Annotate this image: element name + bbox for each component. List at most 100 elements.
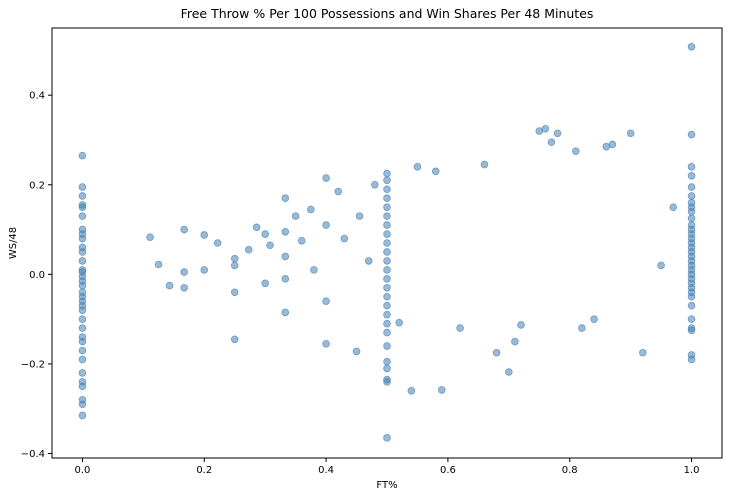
y-axis-label: WS/48: [8, 227, 19, 259]
data-point: [395, 318, 403, 327]
data-point: [383, 230, 391, 238]
data-point: [297, 236, 306, 245]
data-point: [687, 43, 696, 51]
data-point: [78, 248, 87, 256]
data-point: [383, 283, 391, 292]
data-point: [78, 382, 87, 391]
data-point: [383, 328, 391, 337]
x-axis-label: FT%: [376, 480, 397, 491]
data-point: [480, 160, 489, 169]
data-point: [383, 248, 391, 256]
data-point: [78, 337, 87, 346]
data-point: [383, 239, 391, 247]
data-point: [334, 187, 343, 196]
data-point: [407, 387, 416, 395]
data-point: [281, 194, 290, 203]
data-point: [383, 221, 391, 229]
data-point: [687, 130, 696, 139]
data-point: [383, 212, 391, 220]
data-point: [154, 260, 163, 269]
data-point: [78, 306, 87, 314]
data-point: [78, 369, 87, 377]
data-point: [266, 241, 274, 250]
data-point: [364, 257, 373, 265]
data-point: [383, 257, 391, 265]
y-tick-label: −0.2: [21, 359, 45, 370]
data-point: [78, 257, 87, 265]
data-point: [492, 348, 501, 357]
data-point: [200, 231, 209, 239]
data-point: [517, 321, 525, 329]
data-point: [78, 212, 87, 220]
data-point: [687, 192, 696, 200]
data-point: [383, 357, 391, 366]
data-point: [180, 225, 188, 234]
data-point: [261, 279, 269, 288]
data-point: [281, 275, 290, 283]
data-point: [547, 138, 556, 147]
data-point: [669, 203, 678, 211]
data-point: [180, 268, 188, 276]
y-tick-label: 0.4: [29, 91, 45, 102]
data-point: [371, 180, 379, 189]
data-point: [281, 252, 290, 261]
data-point: [78, 324, 87, 332]
data-point: [413, 163, 422, 171]
data-point: [180, 283, 188, 292]
x-tick-label: 0.4: [318, 465, 334, 476]
data-point: [505, 368, 513, 376]
data-point: [383, 185, 391, 194]
data-point: [230, 261, 239, 270]
data-point: [281, 308, 290, 317]
data-point: [383, 203, 391, 211]
data-point: [200, 266, 209, 274]
data-point: [657, 261, 665, 270]
data-point: [383, 176, 391, 185]
data-point: [146, 233, 154, 241]
data-point: [322, 339, 330, 348]
data-point: [626, 129, 635, 138]
x-tick-label: 1.0: [684, 465, 700, 476]
data-point: [78, 203, 87, 211]
data-point: [687, 214, 696, 223]
y-axis-ticks: −0.4 −0.2 0.0 0.2 0.4: [21, 91, 52, 460]
y-tick-label: 0.0: [29, 270, 45, 281]
data-point: [291, 212, 300, 220]
data-point: [541, 124, 550, 133]
data-point: [78, 234, 87, 243]
data-point: [383, 194, 391, 203]
data-point: [230, 288, 239, 297]
data-point: [383, 169, 391, 178]
data-point: [78, 183, 87, 191]
data-point: [78, 192, 87, 200]
data-point: [355, 212, 364, 220]
data-point: [687, 207, 696, 216]
data-point: [383, 364, 391, 373]
x-tick-label: 0.2: [196, 465, 212, 476]
data-point: [322, 221, 330, 229]
data-point: [590, 315, 598, 323]
data-point: [213, 239, 222, 247]
data-point: [578, 324, 586, 332]
data-point: [608, 140, 617, 149]
data-point: [165, 281, 174, 290]
data-point: [687, 326, 696, 335]
data-point: [383, 275, 391, 283]
data-point: [456, 324, 464, 332]
data-point: [431, 167, 440, 176]
data-point: [553, 129, 562, 138]
chart-title: Free Throw % Per 100 Possessions and Win…: [181, 6, 594, 21]
data-point: [511, 337, 519, 346]
data-point: [383, 301, 391, 310]
data-point: [78, 400, 87, 409]
data-point: [340, 234, 349, 243]
data-point: [307, 205, 315, 214]
data-point: [383, 342, 391, 350]
data-point: [438, 386, 446, 394]
data-point: [687, 163, 696, 171]
data-point: [252, 223, 261, 232]
data-point: [322, 174, 330, 182]
x-tick-label: 0.0: [75, 465, 91, 476]
data-point: [310, 266, 318, 274]
data-point: [687, 172, 696, 180]
